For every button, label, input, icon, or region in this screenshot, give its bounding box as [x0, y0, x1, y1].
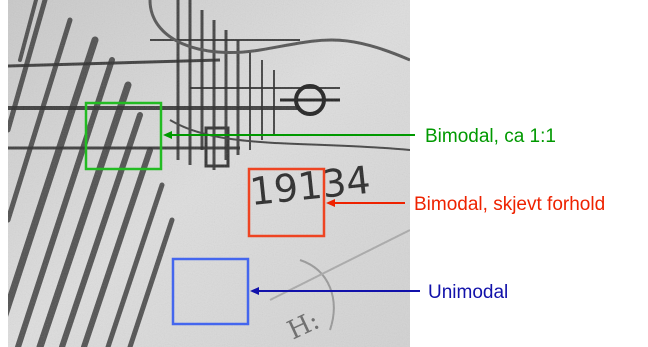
region-label: Bimodal, ca 1:1: [425, 126, 556, 147]
region-box: [84, 101, 163, 171]
arrowhead: [250, 287, 259, 295]
region-box: [247, 167, 326, 238]
region-label: Unimodal: [428, 282, 508, 303]
region-bimodal-equal: Bimodal, ca 1:1: [84, 101, 556, 171]
arrowhead: [163, 131, 172, 139]
region-box: [171, 257, 250, 326]
region-bimodal-skewed: Bimodal, skjevt forhold: [247, 167, 605, 238]
scanned-map-image: 19134 H:: [8, 0, 410, 347]
region-label: Bimodal, skjevt forhold: [414, 194, 605, 215]
arrowhead: [326, 199, 335, 207]
region-unimodal: Unimodal: [171, 257, 508, 326]
